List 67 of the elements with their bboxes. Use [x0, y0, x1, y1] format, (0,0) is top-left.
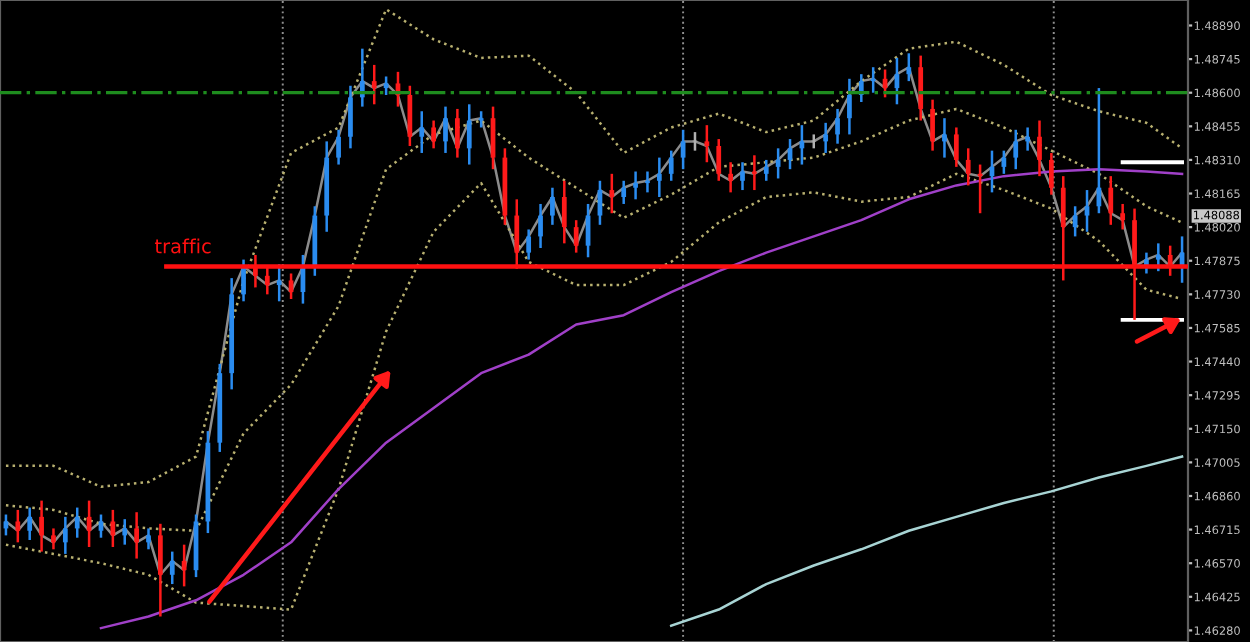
candlestick [1084, 188, 1090, 234]
line-series [4, 8, 1184, 488]
candlestick [169, 550, 175, 586]
candlestick [1001, 149, 1007, 176]
candlestick [656, 156, 662, 199]
line-series [669, 455, 1184, 628]
candlestick [98, 513, 104, 539]
candlestick [704, 123, 710, 164]
line-series [4, 107, 1184, 532]
candlestick [1108, 174, 1114, 227]
candlestick [146, 527, 151, 551]
candlestick [633, 170, 638, 201]
candlestick [740, 160, 745, 192]
candlestick [609, 172, 615, 215]
candlestick [51, 527, 56, 551]
candlestick [241, 258, 246, 303]
candlestick [870, 65, 876, 94]
candlestick [668, 149, 674, 183]
candlestick [1072, 205, 1078, 238]
candlestick [134, 510, 139, 560]
candlestick [27, 506, 33, 542]
candlestick [965, 147, 971, 187]
candlestick [74, 506, 80, 539]
candlestick [39, 499, 44, 553]
candlestick [918, 54, 924, 122]
candlestick [110, 508, 116, 549]
candlestick [561, 179, 567, 245]
candlestick [728, 160, 733, 194]
candlestick [1155, 242, 1161, 273]
candlestick [775, 147, 781, 180]
candlestick [158, 522, 163, 618]
candlestick [752, 154, 757, 192]
candlestick [823, 121, 829, 155]
candlestick [763, 158, 769, 183]
candlestick [1013, 128, 1019, 171]
candlestick [526, 228, 532, 261]
candlestick [62, 515, 68, 556]
candlestick [621, 179, 627, 206]
candlestick [538, 202, 543, 250]
candlestick [407, 84, 413, 148]
candlestick [930, 98, 935, 152]
candlestick [336, 128, 341, 166]
candlestick [15, 508, 21, 544]
candlestick [348, 84, 353, 150]
candlestick [906, 52, 912, 83]
candlestick [443, 105, 448, 155]
candlestick [953, 126, 959, 169]
candlestick [466, 103, 472, 166]
candlestick [847, 77, 852, 136]
candlestick [1037, 119, 1042, 178]
candlestick [716, 137, 722, 183]
candlestick [573, 218, 579, 254]
candlestick [383, 75, 389, 97]
candlestick [431, 119, 436, 150]
candlestick [1049, 151, 1054, 196]
ref-line-label: traffic [154, 238, 211, 254]
candlestick [1120, 202, 1126, 231]
candlestick [550, 186, 555, 227]
candlestick [181, 543, 187, 588]
candlestick [835, 107, 840, 145]
candlestick [942, 116, 947, 159]
candlestick [419, 110, 425, 155]
candlestick [371, 63, 377, 106]
candlestick [1025, 126, 1030, 152]
candlestick [645, 170, 650, 194]
candlestick [455, 107, 460, 159]
candlestick [122, 517, 128, 546]
